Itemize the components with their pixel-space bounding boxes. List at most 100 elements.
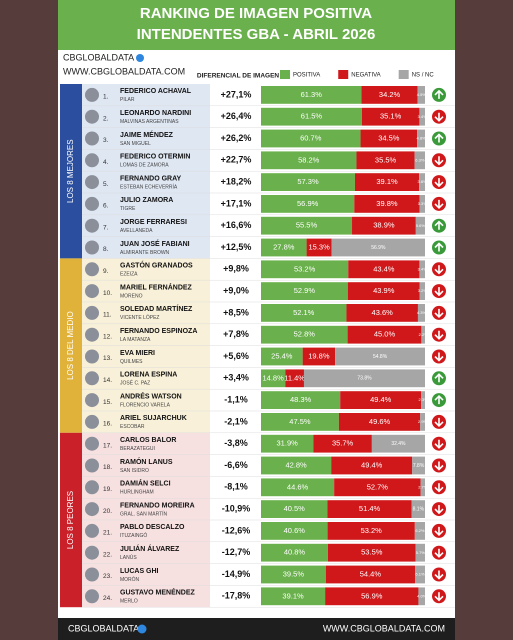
value-label: 35.1%: [380, 112, 402, 121]
rank: 13.: [103, 355, 112, 362]
bar-segment: [419, 107, 425, 126]
rank: 1.: [103, 94, 109, 101]
differential: +3,4%: [223, 373, 249, 383]
differential: +8,5%: [223, 307, 249, 317]
trend-arrow: [434, 373, 444, 383]
value-label: 54.4%: [360, 569, 382, 578]
value-label: 73.8%: [357, 376, 372, 382]
differential: +12,5%: [221, 242, 252, 252]
place: SAN ISIDRO: [120, 468, 149, 474]
side-blur: [455, 0, 513, 640]
trend-arrow: [434, 242, 444, 252]
bar-segment: [417, 129, 425, 148]
value-label: 52.9%: [294, 286, 316, 295]
value-label: 19.8%: [308, 351, 330, 360]
differential: -2,1%: [224, 416, 248, 426]
rank: 17.: [103, 442, 112, 449]
value-label: 53.2%: [294, 264, 316, 273]
bar-segment: [261, 434, 314, 453]
avatar: [85, 436, 99, 451]
bar-segment: [261, 238, 307, 257]
rank: 5.: [103, 181, 109, 188]
differential: -17,8%: [222, 591, 251, 601]
value-label: 3.2%: [418, 288, 428, 293]
group-band: [60, 84, 82, 259]
place: EZEIZA: [120, 272, 138, 278]
value-label: 40.5%: [284, 504, 306, 513]
differential: -12,7%: [222, 547, 251, 557]
value-label: 2.9%: [418, 419, 428, 424]
bar-segment: [261, 587, 326, 606]
avatar: [85, 480, 99, 495]
place: LANÚS: [120, 554, 137, 561]
bar-segment: [327, 543, 416, 562]
value-label: 5.7%: [416, 550, 426, 555]
name: LEONARDO NARDINI: [120, 110, 191, 117]
name: FERNANDO MOREIRA: [120, 502, 195, 509]
value-label: 48.3%: [290, 395, 312, 404]
differential: -1,1%: [224, 394, 248, 404]
bar-segment: [261, 151, 357, 170]
value-label: 3.4%: [418, 266, 428, 271]
bar-segment: [420, 413, 425, 431]
title: RANKING DE IMAGEN POSITIVA: [140, 5, 372, 22]
value-label: 7.8%: [413, 463, 425, 469]
bar-segment: [415, 216, 425, 235]
avatar: [85, 567, 99, 582]
value-label: 8.1%: [413, 506, 425, 512]
bar-segment: [261, 456, 332, 475]
value-label: 56.9%: [361, 591, 383, 600]
rank: 20.: [103, 508, 112, 515]
value-label: 52.7%: [367, 482, 389, 491]
bar-segment: [261, 565, 326, 584]
place: ESTEBAN ECHEVERRÍA: [120, 183, 178, 190]
bar-segment: [261, 500, 328, 518]
value-label: 15.3%: [308, 242, 330, 251]
value-label: 49.4%: [370, 395, 392, 404]
bar-segment: [346, 304, 418, 322]
bar-segment: [420, 478, 425, 497]
bar-segment: [302, 347, 336, 366]
place: JOSÉ C. PAZ: [120, 380, 150, 387]
bar-segment: [419, 173, 425, 191]
differential: -14,9%: [222, 569, 251, 579]
bar-segment: [335, 347, 425, 366]
value-label: 11.4%: [284, 373, 305, 382]
bar-segment: [261, 282, 348, 300]
trend-arrow: [434, 570, 444, 580]
name: JULIO ZAMORA: [120, 197, 173, 204]
value-label: 56.9%: [371, 245, 386, 251]
name: RAMÓN LANUS: [120, 457, 173, 466]
value-label: 32.4%: [391, 441, 406, 447]
place: ALMIRANTE BROWN: [120, 250, 170, 256]
value-label: 52.8%: [294, 330, 316, 339]
bar-segment: [261, 369, 286, 388]
bar-segment: [414, 565, 425, 584]
legend-label: NS / NC: [412, 73, 435, 79]
footer-website: WWW.CBGLOBALDATA.COM: [323, 623, 445, 633]
rank: 11.: [103, 312, 112, 319]
bar-segment: [418, 587, 425, 606]
avatar: [85, 414, 99, 429]
name: ANDRÉS WATSON: [120, 391, 182, 400]
differential: +22,7%: [221, 155, 252, 165]
bar-segment: [340, 391, 422, 409]
legend-label: NEGATIVA: [351, 73, 380, 79]
bar-segment: [356, 151, 415, 170]
differential: +9,8%: [223, 264, 249, 274]
bar-segment: [261, 173, 355, 191]
avatar: [85, 175, 99, 190]
place: FLORENCIO VARELA: [120, 402, 171, 408]
value-label: 5.6%: [416, 223, 426, 228]
value-label: 6.3%: [415, 157, 425, 162]
bar-segment: [303, 369, 425, 388]
bar-segment: [261, 107, 362, 126]
trend-arrow: [434, 199, 444, 210]
bar-segment: [347, 325, 422, 344]
bar-segment: [327, 500, 412, 518]
name: DAMIÁN SELCI: [120, 479, 171, 488]
rank: 24.: [103, 595, 112, 602]
name: JAIME MÉNDEZ: [120, 130, 174, 139]
bar-segment: [414, 151, 425, 170]
